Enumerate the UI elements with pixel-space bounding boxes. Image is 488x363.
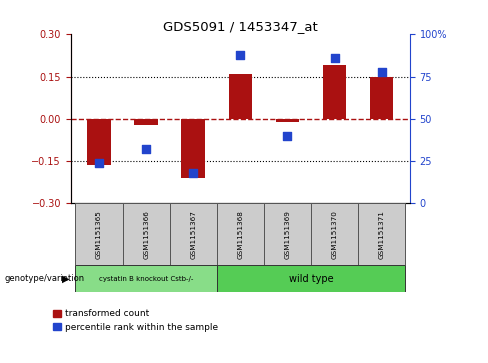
Bar — [182, 119, 205, 178]
Legend: transformed count, percentile rank within the sample: transformed count, percentile rank withi… — [53, 309, 218, 332]
Bar — [323, 65, 346, 119]
Point — [284, 133, 291, 139]
Text: ▶: ▶ — [62, 274, 70, 284]
Text: cystatin B knockout Cstb-/-: cystatin B knockout Cstb-/- — [99, 276, 193, 282]
Text: GSM1151368: GSM1151368 — [237, 210, 244, 258]
Bar — [217, 203, 264, 265]
Bar — [264, 203, 311, 265]
Text: GSM1151365: GSM1151365 — [96, 210, 102, 258]
Bar — [311, 203, 358, 265]
Bar — [370, 77, 393, 119]
Point — [331, 55, 339, 61]
Bar — [134, 119, 158, 125]
Point — [189, 170, 197, 176]
Text: genotype/variation: genotype/variation — [5, 274, 85, 283]
Text: GSM1151369: GSM1151369 — [285, 210, 290, 258]
Bar — [87, 119, 111, 165]
Text: GSM1151371: GSM1151371 — [379, 210, 385, 258]
Bar — [170, 203, 217, 265]
Text: GSM1151370: GSM1151370 — [331, 210, 338, 258]
Bar — [228, 74, 252, 119]
Bar — [76, 265, 217, 292]
Point — [95, 160, 103, 166]
Point — [142, 146, 150, 152]
Bar — [76, 203, 122, 265]
Text: GSM1151367: GSM1151367 — [190, 210, 196, 258]
Bar — [276, 119, 299, 122]
Bar — [358, 203, 405, 265]
Text: GSM1151366: GSM1151366 — [143, 210, 149, 258]
Text: wild type: wild type — [289, 274, 333, 284]
Bar — [122, 203, 170, 265]
Point — [378, 69, 386, 74]
Bar — [217, 265, 405, 292]
Point — [236, 52, 244, 58]
Title: GDS5091 / 1453347_at: GDS5091 / 1453347_at — [163, 20, 318, 33]
